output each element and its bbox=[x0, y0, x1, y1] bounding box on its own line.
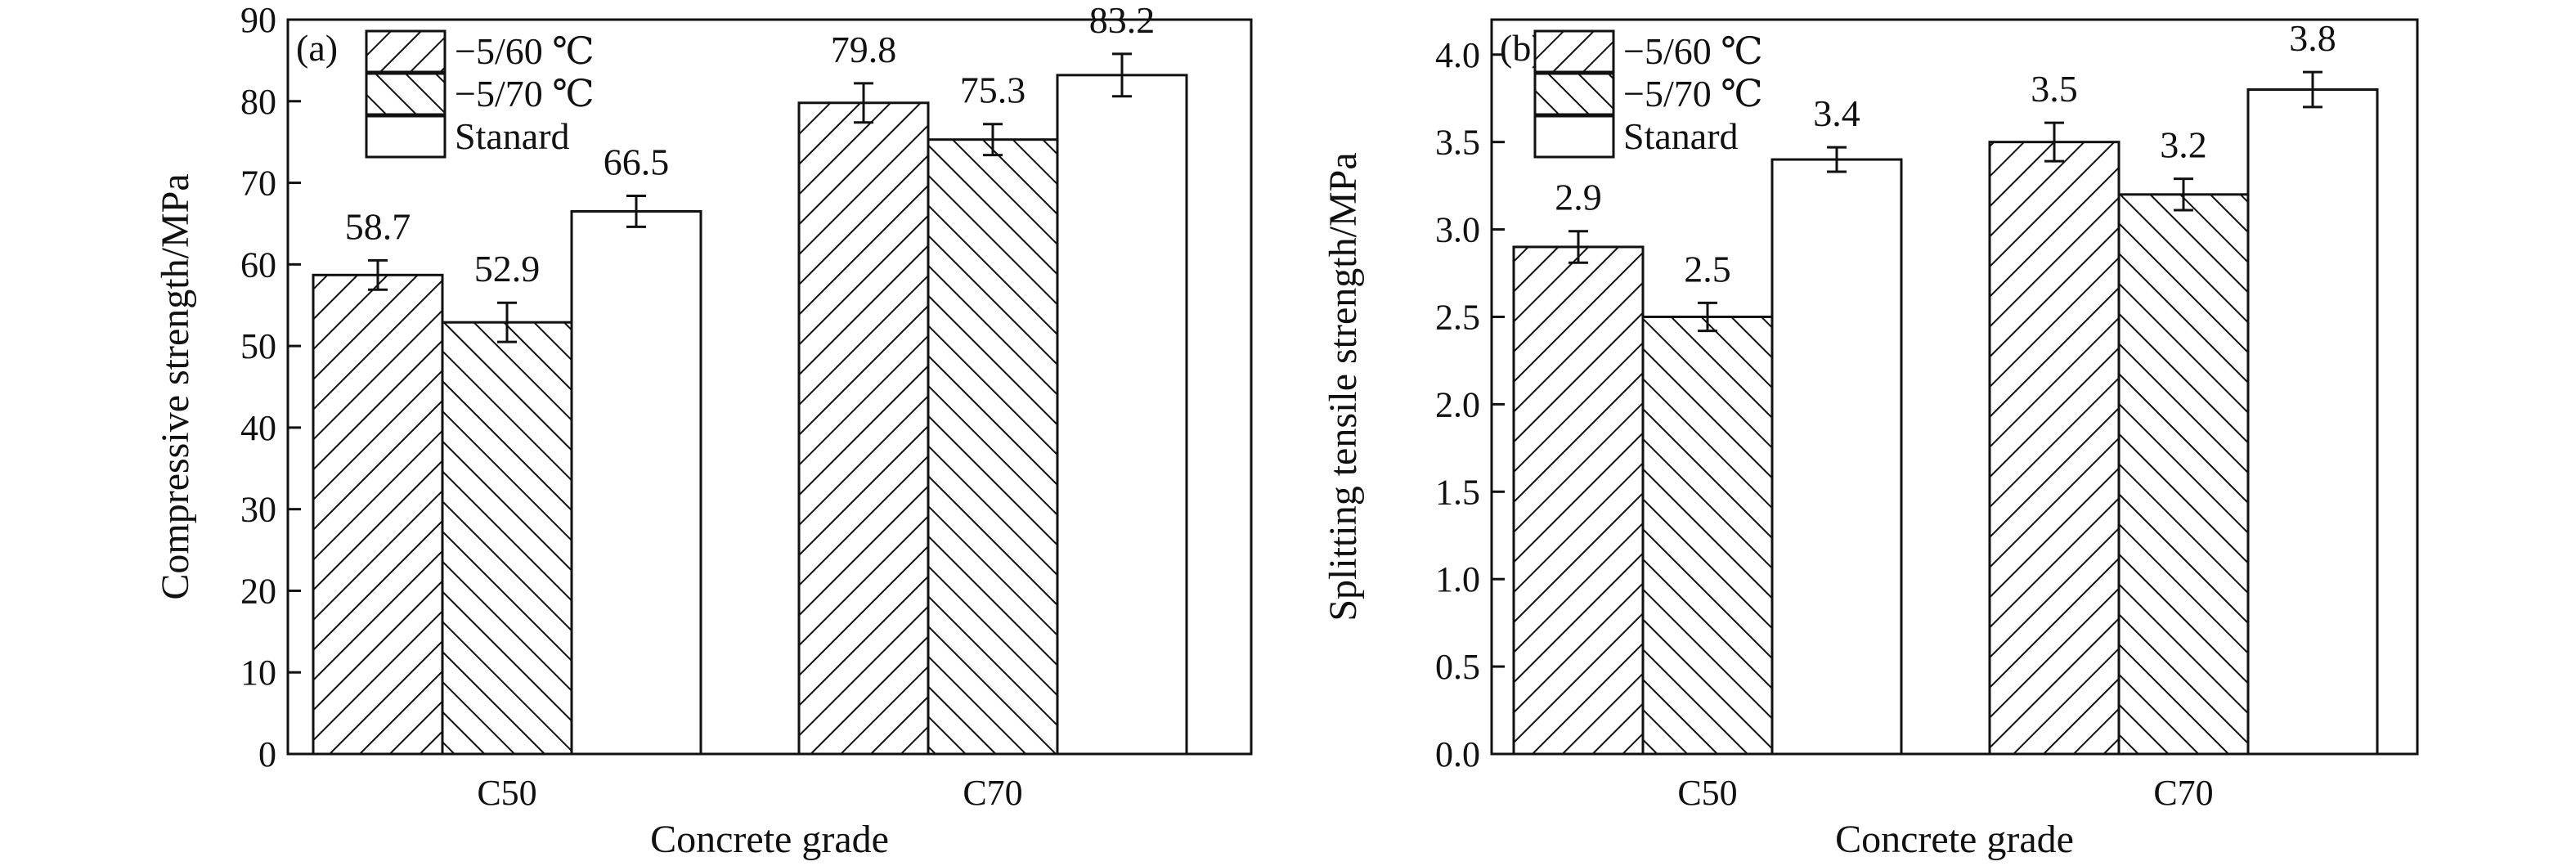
data-label: 2.9 bbox=[1555, 177, 1602, 218]
y-tick-label: 0 bbox=[258, 734, 276, 774]
data-label: 3.2 bbox=[2160, 124, 2207, 166]
legend-swatch-2 bbox=[365, 114, 447, 159]
x-tick-label-c50: C50 bbox=[1677, 773, 1737, 813]
y-tick-label: 3.0 bbox=[1435, 210, 1480, 250]
x-tick-label-c70: C70 bbox=[2153, 773, 2213, 813]
y-tick-label: 70 bbox=[240, 164, 276, 204]
x-axis-title: Concrete grade bbox=[1835, 818, 2074, 861]
data-label: 3.8 bbox=[2289, 17, 2336, 59]
legend-label-1: −5/70 ℃ bbox=[1623, 73, 1763, 114]
y-tick-label: 0.5 bbox=[1435, 647, 1480, 687]
y-tick-label: 60 bbox=[240, 245, 276, 285]
chart-panel-b: 0.0 0.5 1.0 1.5 2.0 2.5 3.0 3.5 4.0 C50 C70 Concret… bbox=[1322, 17, 2419, 861]
y-tick-label: 1.0 bbox=[1435, 559, 1480, 599]
y-tick-label: 4.0 bbox=[1435, 35, 1480, 75]
legend-label-2: Stanard bbox=[1623, 115, 1739, 157]
bar-c70-series-2 bbox=[1056, 74, 1188, 756]
data-label: 83.2 bbox=[1089, 0, 1156, 41]
y-tick-label: 1.5 bbox=[1435, 472, 1480, 512]
legend-swatch-0 bbox=[365, 29, 447, 74]
legend-label-2: Stanard bbox=[455, 115, 570, 157]
y-tick-label: 30 bbox=[240, 490, 276, 530]
bar-c70-series-0 bbox=[797, 101, 930, 756]
data-label: 79.8 bbox=[831, 29, 897, 70]
y-tick-label: 0.0 bbox=[1435, 734, 1480, 774]
bar-c70-series-2 bbox=[2246, 88, 2379, 756]
y-axis-title: Compressive strength/MPa bbox=[154, 173, 197, 599]
bar-c70-series-1 bbox=[927, 138, 1059, 756]
y-tick-label: 80 bbox=[240, 82, 276, 122]
panel-label: (a) bbox=[296, 27, 338, 69]
y-tick-label: 2.5 bbox=[1435, 297, 1480, 337]
chart-panel-a: 0 10 20 30 40 50 60 70 80 90 C50 C70 Concrete grade C… bbox=[154, 0, 1253, 861]
data-label: 52.9 bbox=[474, 248, 541, 289]
x-tick-label-c50: C50 bbox=[477, 773, 536, 813]
data-label: 66.5 bbox=[604, 141, 670, 183]
legend-swatch-2 bbox=[1533, 114, 1615, 159]
bar-c50-series-0 bbox=[1512, 245, 1645, 756]
y-axis-title: Splitting tensile strength/MPa bbox=[1322, 152, 1365, 621]
y-tick-label: 40 bbox=[240, 408, 276, 448]
data-label: 2.5 bbox=[1684, 248, 1731, 289]
legend-swatch-1 bbox=[365, 72, 447, 116]
y-tick-label: 2.0 bbox=[1435, 384, 1480, 424]
legend-swatch-0 bbox=[1533, 29, 1615, 74]
bar-c50-series-0 bbox=[312, 273, 444, 756]
bar-c70-series-1 bbox=[2117, 193, 2250, 756]
data-label: 58.7 bbox=[345, 205, 411, 247]
legend-label-1: −5/70 ℃ bbox=[455, 73, 595, 114]
legend-label-0: −5/60 ℃ bbox=[455, 30, 595, 72]
y-tick-label: 90 bbox=[240, 0, 276, 40]
y-tick-label: 3.5 bbox=[1435, 123, 1480, 163]
y-tick-label: 20 bbox=[240, 571, 276, 611]
bar-c50-series-1 bbox=[441, 321, 573, 756]
data-label: 3.5 bbox=[2031, 68, 2078, 110]
data-label: 3.4 bbox=[1813, 92, 1860, 134]
legend-label-0: −5/60 ℃ bbox=[1623, 30, 1763, 72]
x-axis-title: Concrete grade bbox=[650, 818, 889, 861]
x-tick-label-c70: C70 bbox=[963, 773, 1022, 813]
data-label: 75.3 bbox=[960, 70, 1026, 111]
plot-frame bbox=[1490, 18, 2419, 756]
y-tick-label: 10 bbox=[240, 653, 276, 693]
legend-swatch-1 bbox=[1533, 72, 1615, 116]
bar-c50-series-1 bbox=[1641, 315, 1774, 756]
bar-c50-series-2 bbox=[1770, 158, 1903, 756]
plot-frame bbox=[286, 18, 1253, 756]
y-tick-label: 50 bbox=[240, 326, 276, 366]
bar-c70-series-0 bbox=[1988, 141, 2120, 756]
bar-c50-series-2 bbox=[570, 209, 702, 756]
